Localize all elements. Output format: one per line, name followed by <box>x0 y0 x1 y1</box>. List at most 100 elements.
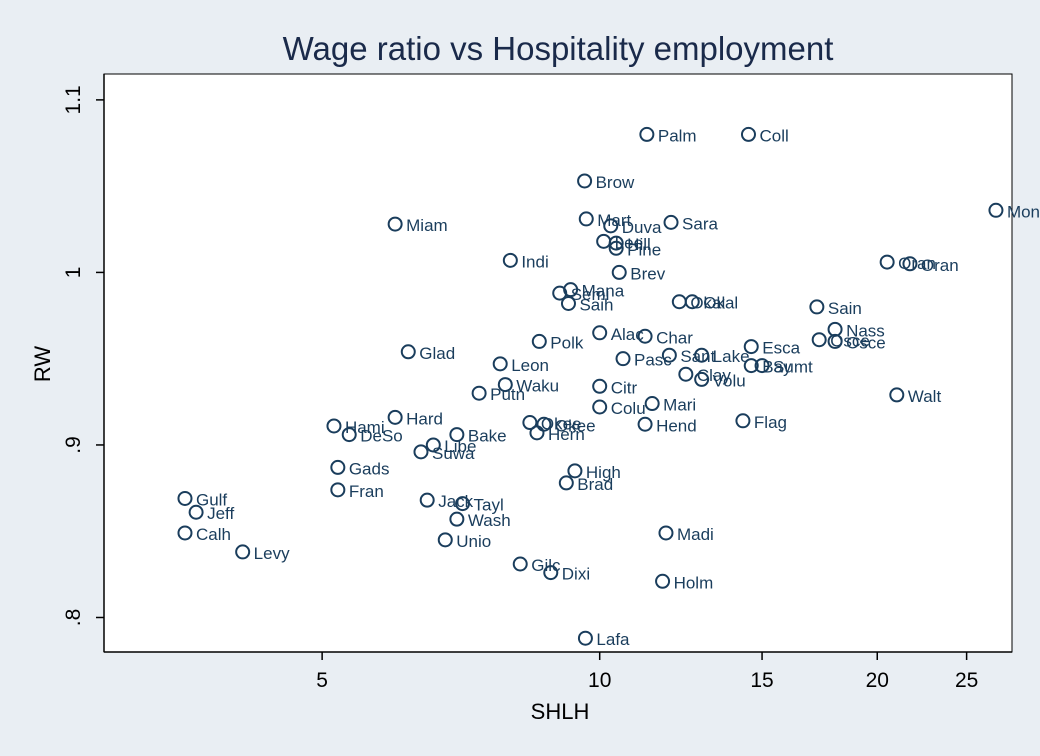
point-marker <box>449 427 465 443</box>
point-marker <box>341 427 357 443</box>
point-marker <box>531 333 547 349</box>
data-point: Jeff <box>188 504 234 523</box>
point-marker <box>577 173 593 189</box>
point-marker <box>567 463 583 479</box>
point-marker <box>889 387 905 403</box>
point-label: Hard <box>406 409 443 428</box>
point-marker <box>637 328 653 344</box>
x-tick-label: 15 <box>750 669 773 692</box>
point-label: Holm <box>674 573 714 592</box>
x-tick-label: 5 <box>316 669 328 692</box>
point-marker <box>658 525 674 541</box>
data-point: Libe <box>425 437 476 456</box>
x-tick-label: 20 <box>866 669 889 692</box>
data-point: Unio <box>437 532 491 551</box>
point-marker <box>522 415 538 431</box>
point-marker <box>552 285 568 301</box>
point-marker <box>326 418 342 434</box>
x-axis-ticks: 5 10 15 20 25 <box>316 652 978 692</box>
point-label: Mari <box>663 396 696 415</box>
data-point: Hern <box>529 425 585 444</box>
data-point: Suwa <box>413 444 475 463</box>
data-point: Polk <box>531 333 584 352</box>
point-marker <box>419 492 435 508</box>
point-marker <box>188 504 204 520</box>
data-point: Flag <box>735 413 787 432</box>
data-point: Waku <box>497 377 559 396</box>
data-point: Lake <box>694 347 750 366</box>
point-label: Putn <box>490 385 525 404</box>
point-marker <box>603 218 619 234</box>
point-label: Flag <box>754 413 787 432</box>
point-marker <box>754 358 770 374</box>
point-marker <box>661 347 677 363</box>
point-marker <box>235 544 251 560</box>
point-marker <box>387 216 403 232</box>
point-label: Gulf <box>196 490 227 509</box>
point-label: Hill <box>627 235 651 254</box>
point-marker <box>512 556 528 572</box>
x-tick-label: 25 <box>955 669 978 692</box>
data-point: Madi <box>658 525 714 544</box>
point-label: Leon <box>511 356 549 375</box>
point-label: Calh <box>196 525 231 544</box>
point-label: High <box>586 463 621 482</box>
point-label: Glad <box>419 344 455 363</box>
point-marker <box>592 325 608 341</box>
point-marker <box>694 347 710 363</box>
data-point: Oran <box>902 256 959 275</box>
point-label: Brow <box>596 173 635 192</box>
data-point: Alac <box>592 325 644 344</box>
point-marker <box>827 333 843 349</box>
y-tick-label: 1 <box>62 267 85 279</box>
point-marker <box>558 475 574 491</box>
point-label: Char <box>656 328 693 347</box>
y-axis-ticks: .8 .9 1 1.1 <box>62 85 104 626</box>
point-label: Monr <box>1007 202 1040 221</box>
point-marker <box>560 295 576 311</box>
data-point: Okal <box>684 294 738 313</box>
data-point: Putn <box>471 385 525 404</box>
point-label: Gads <box>349 459 390 478</box>
point-marker <box>529 425 545 441</box>
point-label: Brev <box>630 264 665 283</box>
point-marker <box>988 202 1004 218</box>
data-point: Hend <box>637 416 697 435</box>
data-point: Saih <box>560 295 614 314</box>
data-point: Wash <box>449 511 511 530</box>
point-label: Dixi <box>562 565 590 584</box>
point-label: Colu <box>611 399 646 418</box>
point-marker <box>655 573 671 589</box>
point-label: Duva <box>622 218 662 237</box>
x-tick-label: 10 <box>588 669 611 692</box>
point-label: Saih <box>579 295 613 314</box>
point-marker <box>400 344 416 360</box>
data-point: Calh <box>177 525 231 544</box>
data-point: Walt <box>889 387 941 406</box>
point-label: Waku <box>516 377 559 396</box>
point-label: Hern <box>548 425 585 444</box>
point-marker <box>678 366 694 382</box>
point-marker <box>449 511 465 527</box>
data-point: Holm <box>655 573 714 592</box>
data-point: Pine <box>608 240 661 259</box>
point-label: Oran <box>921 256 959 275</box>
plot-area <box>103 73 1013 653</box>
point-label: Sain <box>828 299 862 318</box>
point-marker <box>502 252 518 268</box>
y-tick-label: .9 <box>62 436 85 454</box>
point-marker <box>578 211 594 227</box>
point-marker <box>577 630 593 646</box>
data-point: Levy <box>235 544 290 563</box>
point-marker <box>413 444 429 460</box>
point-marker <box>177 490 193 506</box>
point-marker <box>330 482 346 498</box>
data-point: Duva <box>603 218 662 237</box>
point-label: Palm <box>658 126 697 145</box>
point-label: Bay <box>762 358 792 377</box>
point-label: Bake <box>468 427 507 446</box>
point-label: Suwa <box>432 444 475 463</box>
point-label: Unio <box>456 532 491 551</box>
x-axis-title: SHLH <box>531 699 590 724</box>
